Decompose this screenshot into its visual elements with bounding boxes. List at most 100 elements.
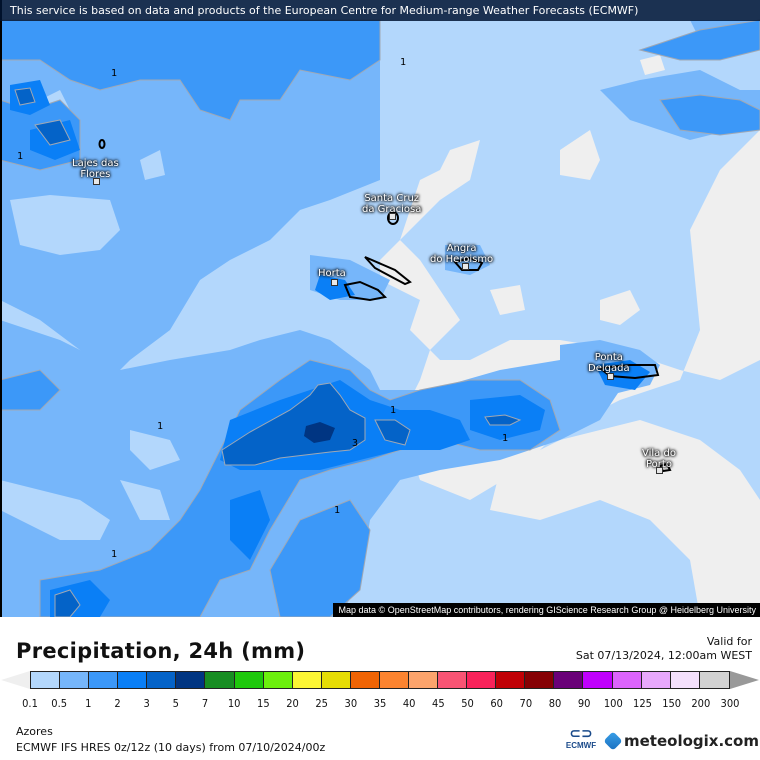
- city-marker-vila-do-porto[interactable]: [656, 467, 663, 474]
- colorbar-tick-label: 10: [227, 697, 241, 710]
- precipitation-map[interactable]: This service is based on data and produc…: [0, 0, 760, 617]
- city-name-line2: do Heroismo: [430, 254, 494, 265]
- colorbar-tick-label: 7: [201, 697, 209, 710]
- colorbar-tick-label: 125: [633, 697, 652, 710]
- model-run-label: ECMWF IFS HRES 0z/12z (10 days) from 07/…: [16, 741, 326, 754]
- contour-label: 1: [390, 405, 397, 416]
- colorbar-tick-label: 1: [85, 697, 92, 710]
- contour-label: 3: [352, 438, 359, 449]
- colorbar-tick-label: 45: [432, 697, 445, 710]
- colorbar-swatch: [525, 672, 555, 688]
- colorbar-tick-label: 15: [257, 697, 270, 710]
- colorbar-swatch: [89, 672, 119, 688]
- contour-label: 1: [157, 421, 164, 432]
- colorbar-under-arrow: [1, 671, 30, 689]
- colorbar-swatch: [641, 672, 671, 688]
- chart-title: Precipitation, 24h (mm): [16, 639, 306, 663]
- city-label-ponta-delgada: Ponta Delgada: [588, 352, 630, 374]
- colorbar-swatch: [612, 672, 642, 688]
- colorbar-swatch: [467, 672, 497, 688]
- colorbar-tick-label: 50: [461, 697, 474, 710]
- ecmwf-logo-text: ECMWF: [565, 741, 597, 750]
- colorbar-tick-label: 0.5: [51, 697, 68, 710]
- colorbar-swatch: [670, 672, 700, 688]
- colorbar-tick-label: 60: [490, 697, 503, 710]
- colorbar-tick-label: 25: [315, 697, 328, 710]
- colorbar-tick-label: 5: [172, 697, 179, 710]
- map-border: [0, 0, 2, 617]
- city-name-line1: Vila do: [642, 448, 676, 459]
- city-marker-ponta-delgada[interactable]: [607, 373, 614, 380]
- colorbar-swatch: [554, 672, 584, 688]
- precipitation-field: [0, 19, 760, 617]
- city-marker-angra-do-heroismo[interactable]: [462, 263, 469, 270]
- contour-label: 1: [111, 549, 118, 560]
- city-label-horta: Horta: [318, 268, 346, 279]
- valid-for-label: Valid for: [706, 635, 752, 648]
- colorbar-swatch: [31, 672, 61, 688]
- colorbar-swatch: [699, 672, 729, 688]
- colorbar-tick-label: 70: [519, 697, 533, 710]
- colorbar-swatch: [263, 672, 293, 688]
- colorbar-swatch: [438, 672, 468, 688]
- contour-label: 1: [400, 57, 407, 68]
- colorbar-swatch: [321, 672, 351, 688]
- ecmwf-logo-icon: ⊂⊃: [569, 726, 593, 742]
- city-name-line2: Flores: [80, 169, 111, 180]
- ecmwf-logo[interactable]: ⊂⊃ ECMWF: [562, 727, 600, 757]
- city-marker-santa-cruz-da-graciosa[interactable]: [389, 213, 396, 220]
- valid-date: Sat 07/13/2024, 12:00am WEST: [575, 649, 752, 662]
- colorbar-swatch: [496, 672, 526, 688]
- colorbar-swatch: [234, 672, 264, 688]
- city-name-line2: Porto: [646, 459, 672, 470]
- legend-panel: Precipitation, 24h (mm) Valid for Sat 07…: [0, 617, 760, 760]
- colorbar-swatch: [147, 672, 177, 688]
- colorbar-tick-label: 0.1: [22, 697, 38, 710]
- colorbar-over-arrow: [730, 671, 759, 689]
- colorbar-tick-label: 100: [603, 697, 623, 710]
- city-name-line1: Ponta: [594, 352, 623, 363]
- colorbar-swatch: [350, 672, 380, 688]
- city-marker-horta[interactable]: [331, 279, 338, 286]
- contour-label: 1: [111, 68, 118, 79]
- colorbar-swatch: [176, 672, 206, 688]
- colorbar-tick-label: 3: [143, 697, 150, 710]
- colorbar-tick-label: 150: [662, 697, 682, 710]
- colorbar-tick-label: 2: [114, 697, 121, 710]
- colorbar-tick-label: 35: [373, 697, 387, 710]
- colorbar-swatch: [60, 672, 90, 688]
- colorbar: [30, 671, 730, 689]
- city-name-line1: Santa Cruz: [364, 193, 420, 204]
- region-label: Azores: [16, 725, 53, 738]
- city-name-line1: Lajes das: [72, 158, 119, 169]
- colorbar-ticks: 0.1 0.5 1 2 3 5 7 10 15 20 25 30 35 40 45 50 60 70 80 90 100…: [0, 697, 760, 711]
- city-name-line2: da Graciosa: [362, 204, 422, 215]
- colorbar-tick-label: 90: [577, 697, 591, 710]
- colorbar-swatch: [583, 672, 613, 688]
- contour-label: 1: [502, 433, 509, 444]
- meteologix-logo[interactable]: meteologix.com: [603, 731, 759, 751]
- ecmwf-service-banner: This service is based on data and produc…: [0, 0, 760, 21]
- meteologix-icon: [603, 731, 623, 751]
- map-attribution: Map data © OpenStreetMap contributors, r…: [332, 603, 760, 617]
- colorbar-tick-label: 200: [691, 697, 711, 710]
- meteologix-name: meteologix.com: [624, 732, 759, 750]
- colorbar-swatch: [409, 672, 439, 688]
- city-label-santa-cruz-da-graciosa: Santa Cruz da Graciosa: [362, 193, 421, 215]
- city-marker-lajes-das-flores[interactable]: [93, 178, 100, 185]
- colorbar-tick-label: 20: [286, 697, 299, 710]
- colorbar-tick-label: 300: [720, 697, 740, 710]
- city-label-lajes-das-flores: Lajes das Flores: [72, 158, 119, 180]
- city-name-line1: Horta: [318, 268, 346, 279]
- colorbar-swatch: [205, 672, 235, 688]
- colorbar-tick-label: 80: [548, 697, 562, 710]
- colorbar-tick-label: 40: [402, 697, 416, 710]
- contour-label: 1: [334, 505, 341, 516]
- colorbar-swatch: [118, 672, 148, 688]
- contour-label: 1: [17, 151, 24, 162]
- city-label-vila-do-porto: Vila do Porto: [642, 448, 676, 470]
- colorbar-swatch: [379, 672, 410, 688]
- colorbar-swatch: [292, 672, 322, 688]
- city-name-line1: Angra: [446, 243, 477, 254]
- city-label-angra-do-heroismo: Angra do Heroismo: [430, 243, 493, 265]
